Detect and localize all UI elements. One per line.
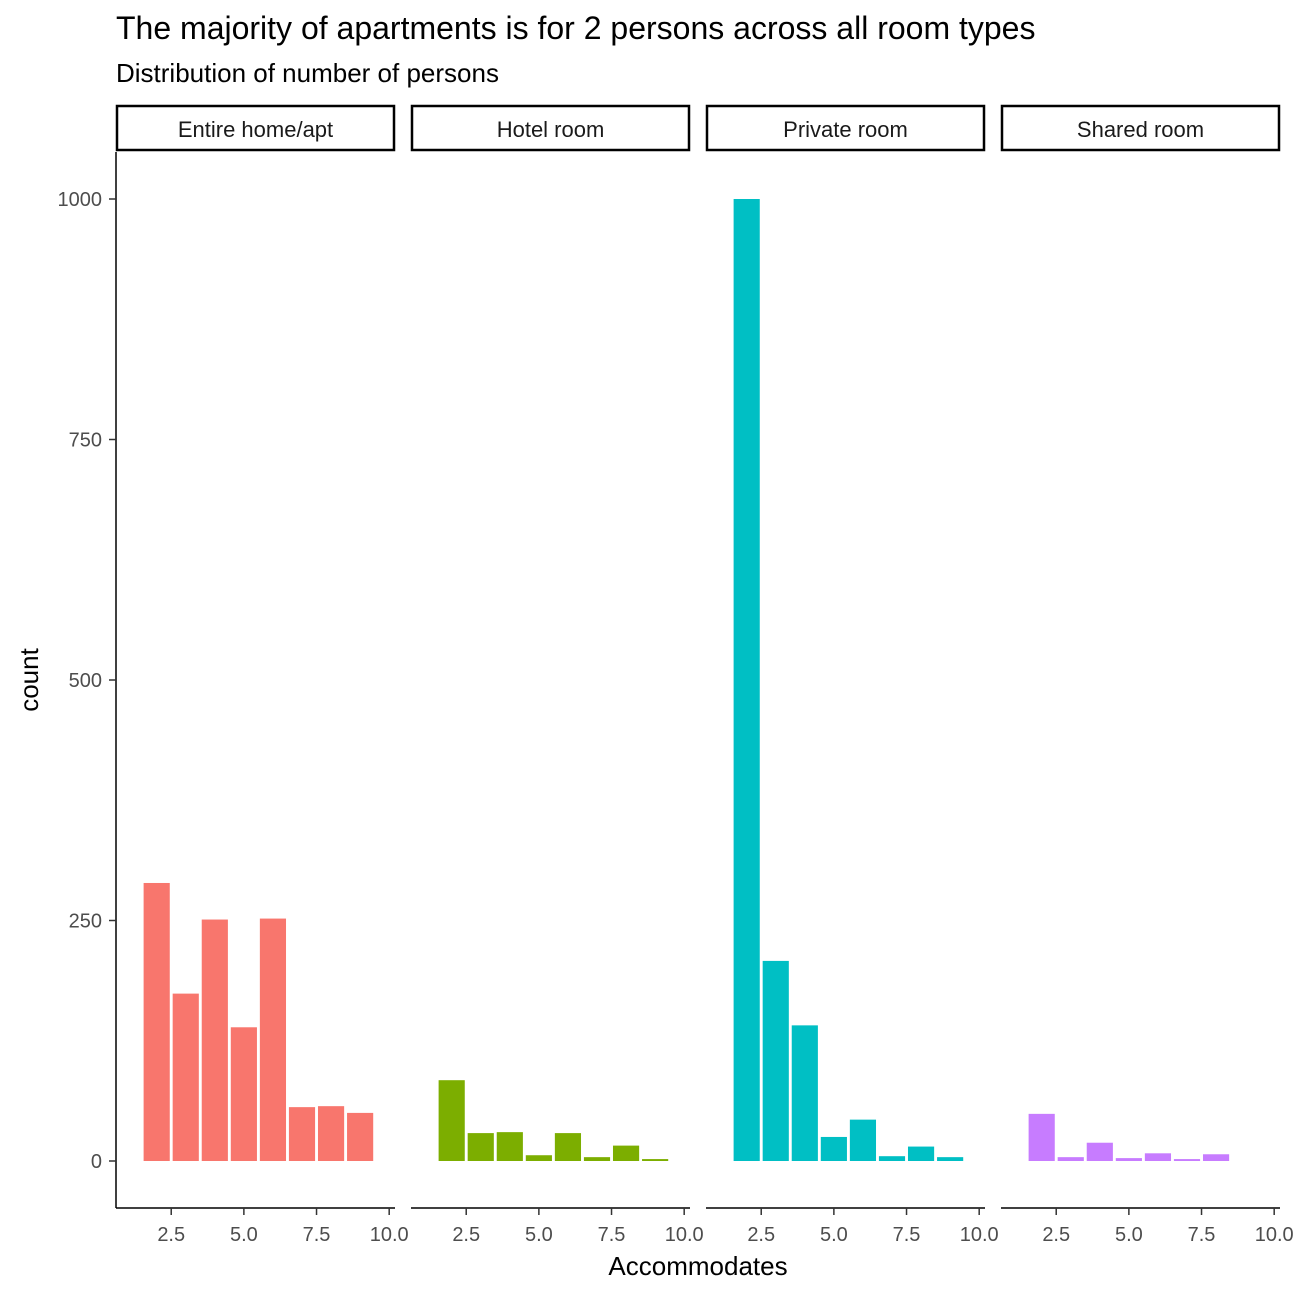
bar bbox=[438, 1080, 465, 1161]
bar bbox=[1144, 1153, 1172, 1161]
x-tick-label: 10.0 bbox=[1255, 1224, 1294, 1246]
facet-strip bbox=[705, 104, 986, 152]
bar bbox=[878, 1156, 906, 1161]
bar bbox=[467, 1133, 494, 1161]
x-tick-label: 7.5 bbox=[1188, 1224, 1216, 1246]
y-tick-label: 750 bbox=[69, 430, 102, 452]
bar bbox=[201, 919, 228, 1161]
x-tick-label: 10.0 bbox=[370, 1224, 409, 1246]
bar bbox=[1057, 1157, 1084, 1161]
x-tick-label: 10.0 bbox=[960, 1224, 999, 1246]
y-tick-label: 250 bbox=[69, 911, 102, 933]
facet-strip bbox=[410, 104, 691, 152]
bar bbox=[733, 199, 760, 1161]
x-tick-label: 7.5 bbox=[598, 1224, 626, 1246]
x-tick-label: 7.5 bbox=[893, 1224, 921, 1246]
bar bbox=[612, 1145, 640, 1161]
facet-strip bbox=[1000, 104, 1281, 152]
bar bbox=[230, 1027, 257, 1161]
bar bbox=[583, 1157, 611, 1161]
bar bbox=[172, 993, 199, 1161]
x-tick-label: 2.5 bbox=[157, 1224, 185, 1246]
bar bbox=[1028, 1113, 1055, 1161]
y-tick-label: 0 bbox=[91, 1151, 102, 1173]
y-tick-label: 1000 bbox=[58, 189, 103, 211]
x-tick-label: 5.0 bbox=[525, 1224, 553, 1246]
x-tick-label: 10.0 bbox=[665, 1224, 704, 1246]
bar bbox=[317, 1106, 345, 1161]
x-tick-label: 2.5 bbox=[747, 1224, 775, 1246]
facet-strip-label: Shared room bbox=[1077, 117, 1204, 142]
bar bbox=[820, 1136, 847, 1161]
facet-strip bbox=[115, 104, 396, 152]
bar bbox=[791, 1025, 818, 1161]
bar bbox=[1086, 1142, 1113, 1161]
x-tick-label: 5.0 bbox=[230, 1224, 258, 1246]
x-tick-label: 7.5 bbox=[303, 1224, 331, 1246]
x-tick-label: 5.0 bbox=[1115, 1224, 1143, 1246]
x-axis-title: Accommodates bbox=[608, 1251, 787, 1281]
facet-strip-label: Private room bbox=[783, 117, 908, 142]
bar bbox=[642, 1159, 669, 1161]
bar bbox=[762, 960, 789, 1161]
bar bbox=[259, 918, 287, 1161]
bar bbox=[143, 882, 170, 1161]
bar bbox=[554, 1133, 582, 1161]
bar bbox=[1202, 1154, 1230, 1161]
bar bbox=[907, 1146, 935, 1161]
bar bbox=[347, 1112, 374, 1161]
x-tick-label: 5.0 bbox=[820, 1224, 848, 1246]
bar bbox=[849, 1119, 877, 1161]
facet-strip-label: Entire home/apt bbox=[178, 117, 333, 142]
bar bbox=[525, 1155, 552, 1161]
x-tick-label: 2.5 bbox=[452, 1224, 480, 1246]
bar bbox=[288, 1107, 316, 1161]
bar bbox=[937, 1157, 964, 1161]
x-tick-label: 2.5 bbox=[1042, 1224, 1070, 1246]
bar bbox=[1115, 1158, 1142, 1161]
y-tick-label: 500 bbox=[69, 670, 102, 692]
bar bbox=[496, 1132, 523, 1161]
y-axis-title: count bbox=[14, 647, 44, 711]
facet-strip-label: Hotel room bbox=[497, 117, 605, 142]
chart-subtitle: Distribution of number of persons bbox=[116, 58, 499, 88]
chart-title: The majority of apartments is for 2 pers… bbox=[116, 10, 1036, 46]
bar bbox=[1173, 1159, 1201, 1161]
